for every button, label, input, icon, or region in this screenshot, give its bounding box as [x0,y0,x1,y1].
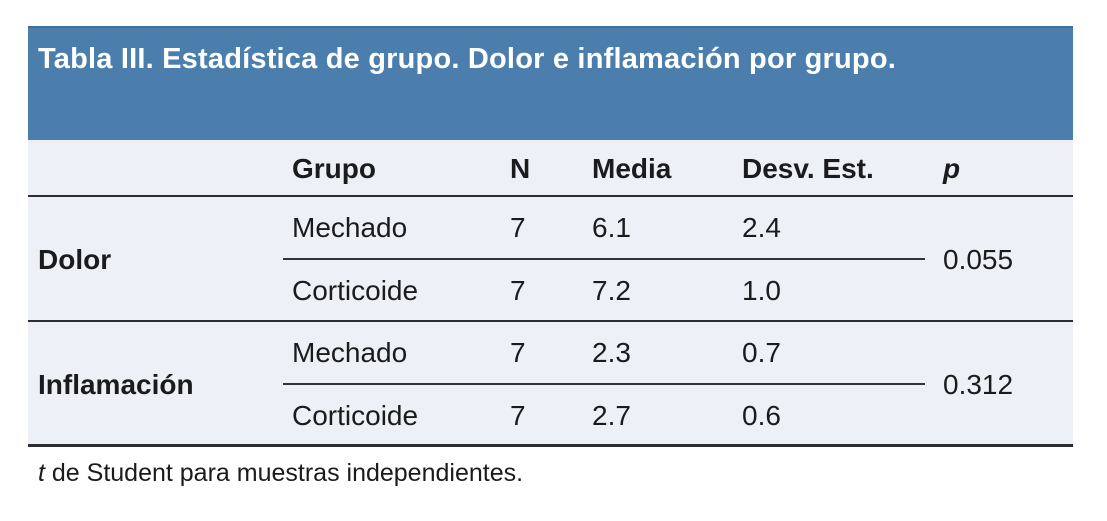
footnote-stat-symbol: t [38,459,45,487]
table-footnote: t de Student para muestras independiente… [38,459,523,488]
column-header-n: N [510,152,531,184]
cell-n: 7 [510,337,526,369]
rule-table-bottom [28,444,1073,447]
column-header-p: p [943,152,961,184]
corner-cell [38,140,292,197]
table-title-band: Tabla III. Estadística de grupo. Dolor e… [28,26,1073,140]
column-header-grupo: Grupo [292,152,376,184]
rule-below-header [28,195,1073,197]
cell-mean: 2.7 [592,399,631,431]
cell-p-value-inflamacion: 0.312 [943,368,1014,400]
rule-dolor-subrow [283,258,925,260]
cell-mean: 6.1 [592,212,631,244]
cell-n: 7 [510,212,526,244]
row-label-dolor: Dolor [38,243,112,275]
cell-sd: 0.6 [742,399,781,431]
cell-sd: 2.4 [742,212,781,244]
cell-mean: 2.3 [592,337,631,369]
cell-group: Mechado [292,212,408,244]
row-label-inflamacion: Inflamación [38,368,194,400]
cell-sd: 1.0 [742,274,781,306]
cell-n: 7 [510,274,526,306]
cell-n: 7 [510,399,526,431]
cell-group: Mechado [292,337,408,369]
rule-inflamacion-subrow [283,383,925,385]
cell-group: Corticoide [292,399,419,431]
column-header-media: Media [592,152,672,184]
cell-group: Corticoide [292,274,419,306]
group-statistics-table: Grupo N Media Desv. Est. p Dolor Mechado… [28,140,1073,447]
footnote-text: de Student para muestras independientes. [44,459,524,487]
rule-section-divider [28,320,1073,322]
column-header-desv-est: Desv. Est. [742,152,874,184]
table-title: Tabla III. Estadística de grupo. Dolor e… [38,43,897,75]
cell-sd: 0.7 [742,337,781,369]
cell-p-value-dolor: 0.055 [943,243,1014,275]
cell-mean: 7.2 [592,274,631,306]
